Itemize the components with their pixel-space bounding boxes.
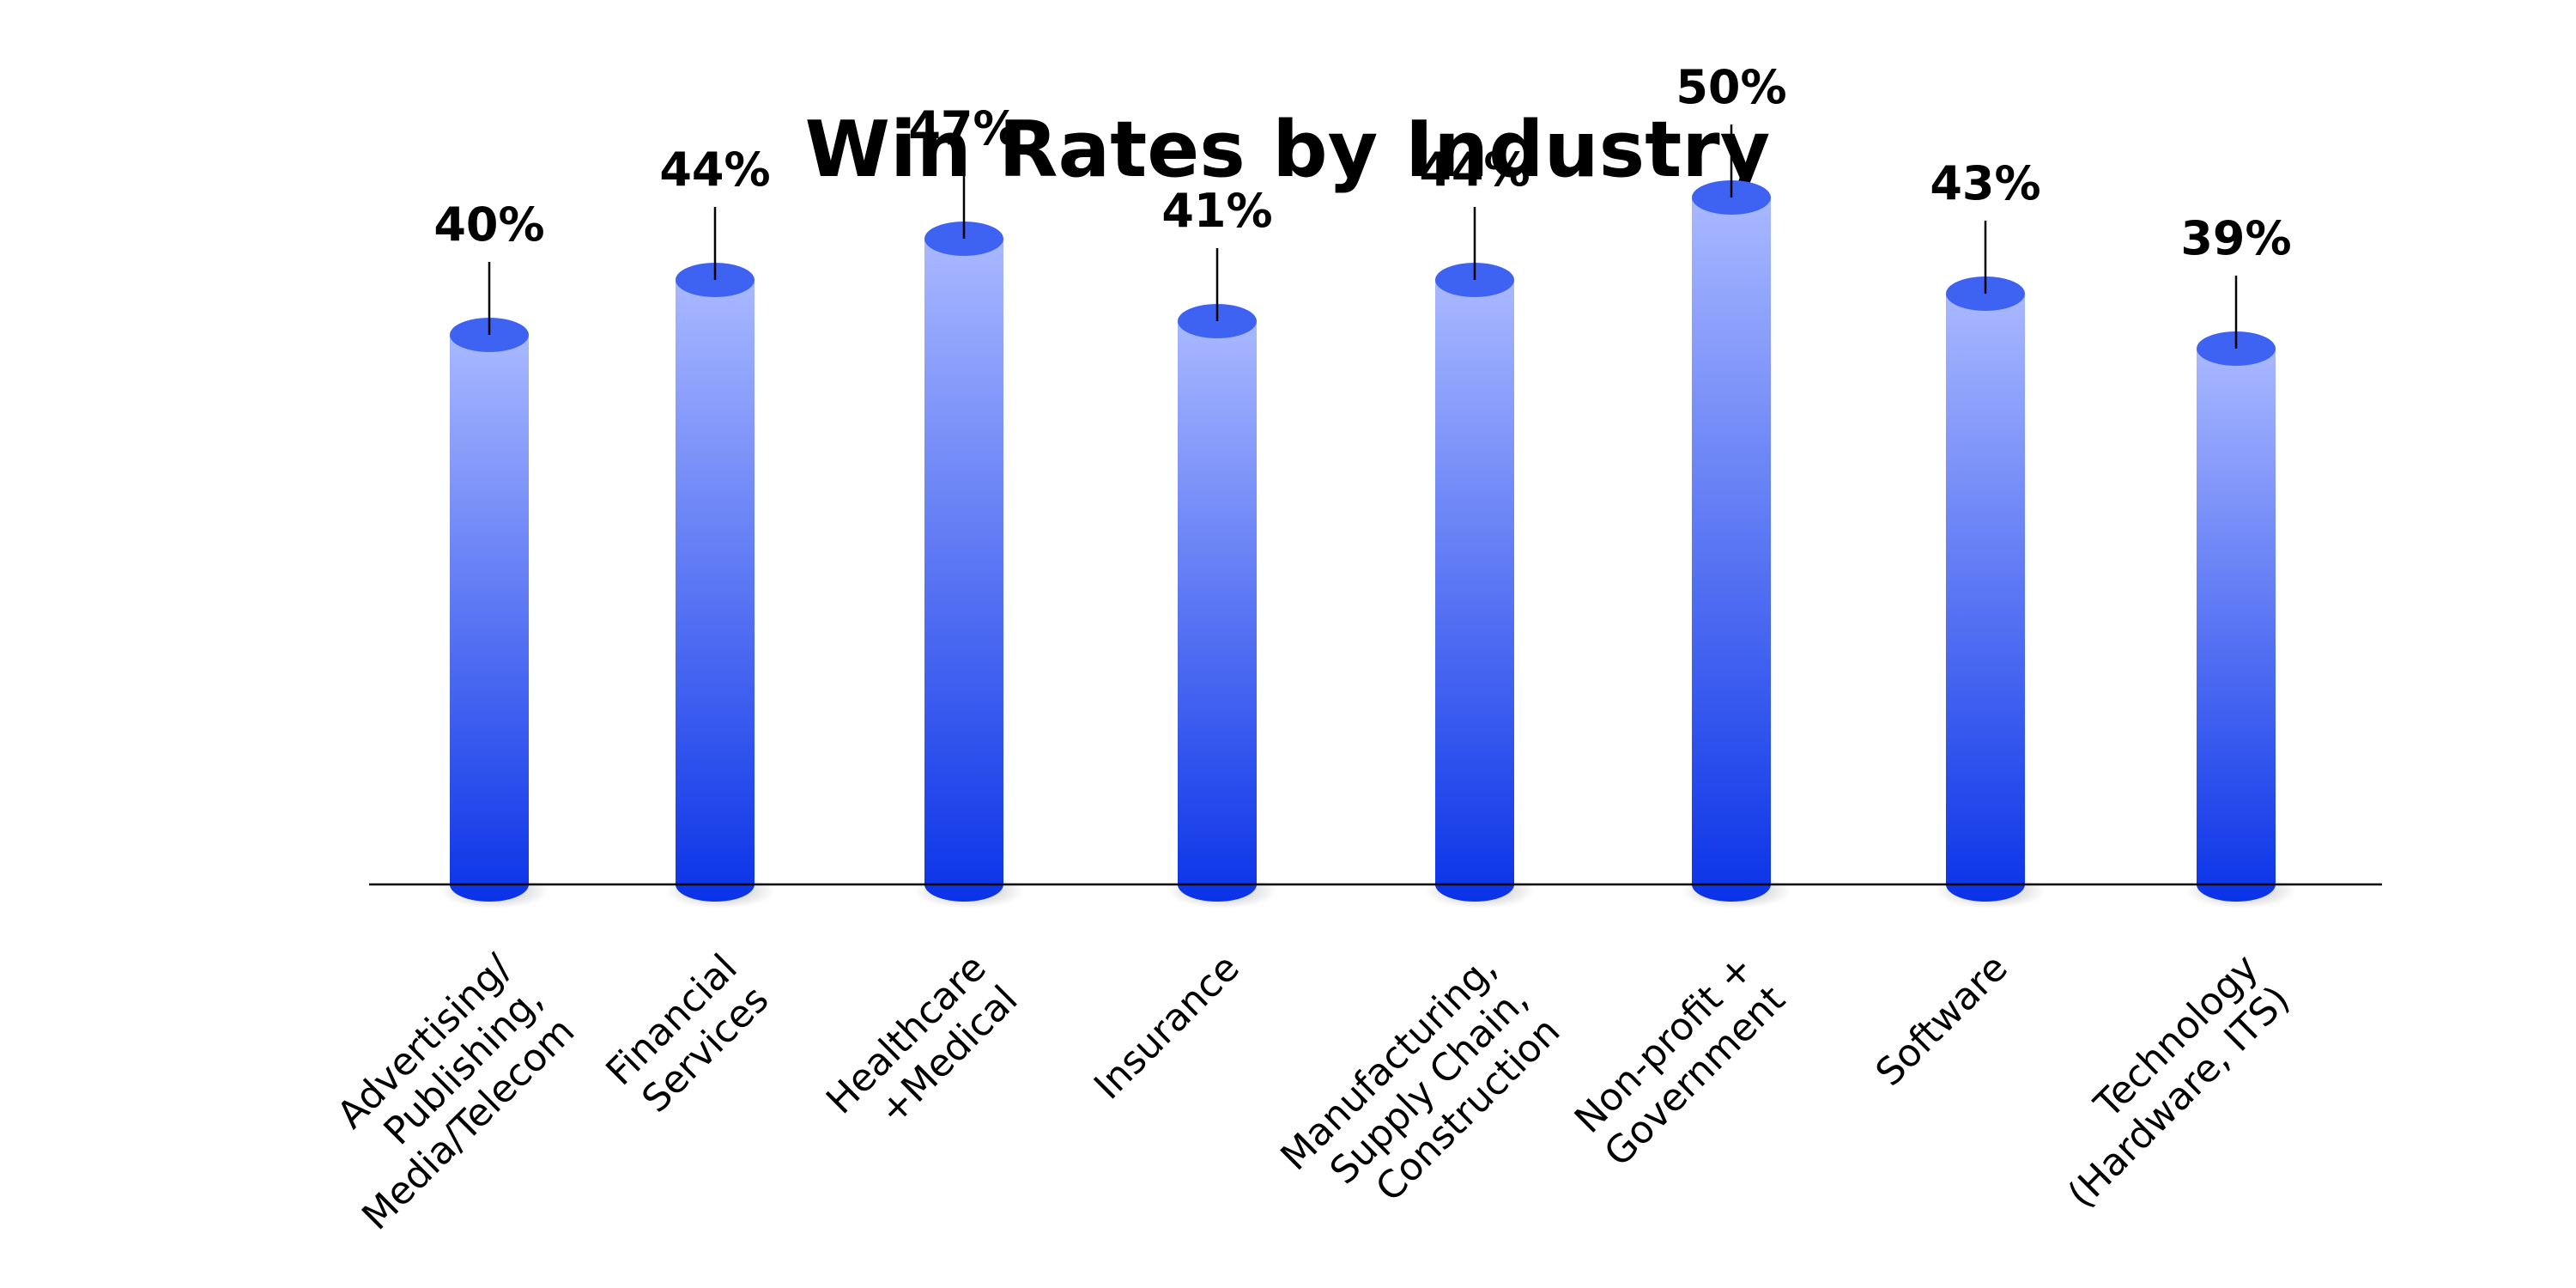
bar bbox=[1435, 280, 1514, 902]
x-tick-label: Non-profit +Government bbox=[1567, 946, 1794, 1176]
x-tick-label-line: Insurance bbox=[1086, 946, 1248, 1109]
bar bbox=[1692, 197, 1771, 902]
x-tick-label: Healthcare+Medical bbox=[818, 946, 1026, 1133]
bar bbox=[1178, 321, 1257, 902]
data-label: 44% bbox=[659, 143, 770, 197]
data-label: 41% bbox=[1161, 184, 1272, 238]
data-label: 39% bbox=[2180, 211, 2291, 265]
data-label: 40% bbox=[433, 197, 544, 252]
bar bbox=[450, 335, 529, 902]
data-label: 44% bbox=[1419, 143, 1530, 197]
bar bbox=[676, 280, 755, 902]
x-tick-label: Insurance bbox=[1086, 946, 1248, 1109]
x-tick-label: Software bbox=[1868, 946, 2016, 1095]
x-tick-label-line: Software bbox=[1868, 946, 2016, 1095]
chart-title: Win Rates by Industry bbox=[805, 105, 1771, 195]
bar bbox=[924, 239, 1003, 902]
data-label: 43% bbox=[1930, 156, 2040, 210]
data-label: 50% bbox=[1676, 60, 1786, 114]
x-tick-label: Technology(Hardware, ITS) bbox=[2059, 946, 2298, 1217]
x-tick-label: Manufacturing,Supply Chain,Construction bbox=[1273, 946, 1569, 1211]
x-tick-label: Advertising/Publishing,Media/Telecom bbox=[329, 946, 583, 1239]
bar bbox=[1946, 294, 2025, 902]
chart-marks: 40% Advertising/Publishing,Media/Telecom 4… bbox=[329, 60, 2298, 1239]
bar bbox=[2197, 349, 2276, 902]
data-label: 47% bbox=[908, 101, 1019, 155]
